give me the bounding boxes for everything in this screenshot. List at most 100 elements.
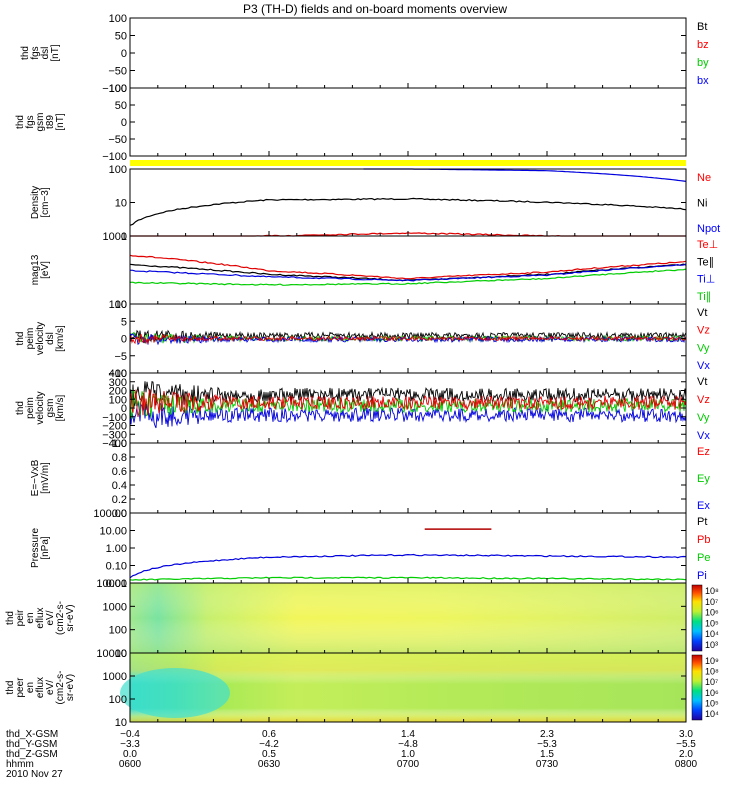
y-axis-label-line: eV/ (45, 680, 56, 695)
colorbar-label: 10⁴ (705, 629, 719, 639)
x-tick-label: 0.0 (123, 749, 137, 760)
y-axis-label-line: thd (15, 115, 26, 129)
x-tick-label: 0630 (258, 759, 281, 770)
series-temp-0 (129, 254, 687, 280)
y-tick-label: 1.0 (112, 438, 127, 450)
y-tick-label: −400 (102, 438, 127, 450)
y-axis-label-line: velocity (35, 322, 46, 355)
y-axis-label-line: peer (15, 677, 26, 698)
series-temp-2 (129, 263, 687, 282)
panel-frame-fgs_dsl (129, 17, 687, 89)
y-tick-label: 10 (115, 299, 127, 311)
y-tick-label: 10000 (96, 578, 127, 590)
y-axis-label-temperature: mag13 [eV] (30, 254, 51, 285)
y-tick-label: 10 (115, 717, 127, 729)
y-axis-label-line: sr-eV) (65, 604, 76, 631)
y-axis-label-pressure: Pressure [nPa] (30, 528, 51, 568)
y-tick-label: 0.0 (112, 508, 127, 520)
x-tick-label: 2.3 (540, 729, 554, 740)
legend-Ex: Ex (697, 500, 710, 512)
y-tick-label: −100 (102, 412, 127, 424)
y-axis-label-line: Pressure (30, 528, 41, 568)
y-axis-label-line: peim (25, 397, 36, 419)
y-tick-label: −100 (102, 83, 127, 95)
spectrogram-peer-feature (120, 668, 230, 718)
series-vz-gsm (130, 389, 687, 417)
y-tick-label: 100 (109, 394, 127, 406)
y-tick-label: −5 (114, 351, 127, 363)
x-tick-label: −5.5 (676, 739, 696, 750)
spectrogram-peir-shade (130, 583, 686, 653)
y-tick-label: −300 (102, 429, 127, 441)
legend-Vx: Vx (697, 360, 710, 372)
y-tick-label: −200 (102, 421, 127, 433)
series-vz-dsl (129, 333, 687, 345)
y-tick-label: −100 (102, 151, 127, 163)
y-axis-label-line: Density (30, 186, 41, 219)
x-row-label: thd_X-GSM (6, 729, 58, 740)
legend-Ez: Ez (697, 446, 710, 458)
y-axis-label-line: gsm (45, 399, 56, 418)
figure-title: P3 (TH-D) fields and on-board moments ov… (243, 2, 507, 16)
y-axis-label-line: thd (20, 46, 31, 60)
colorbar-label: 10⁵ (705, 698, 719, 708)
y-tick-label: 200 (109, 386, 127, 398)
y-axis-label-line: [eV] (40, 261, 51, 279)
x-tick-label: 0700 (397, 759, 420, 770)
x-tick-label: 1.4 (401, 729, 415, 740)
colorbar-label: 10⁷ (705, 677, 718, 687)
panel-frame-efield (129, 442, 687, 514)
x-tick-label: −5.3 (537, 739, 557, 750)
y-tick-label: −50 (108, 134, 127, 146)
panel-frame-pressure (129, 512, 687, 584)
y-axis-label-efield: E=−VxB [mV/m] (30, 459, 51, 496)
y-axis-label-line: [nT] (55, 113, 66, 130)
y-axis-label-line: peir (15, 609, 26, 626)
x-tick-label: 1.0 (401, 749, 415, 760)
colorbar-label: 10⁶ (705, 608, 719, 618)
y-tick-label: 1 (121, 231, 127, 243)
legend-Ni: Ni (697, 198, 707, 210)
legend-Npot: Npot (697, 223, 720, 235)
y-tick-label: 5 (121, 316, 127, 328)
y-tick-label: 50 (115, 100, 127, 112)
y-axis-label-line: en (25, 612, 36, 623)
y-axis-label-line: [nPa] (40, 536, 51, 560)
legend-Vz: Vz (697, 325, 710, 337)
series-pe (129, 576, 687, 581)
y-axis-label-line: dsl (40, 47, 51, 60)
y-tick-label: 0.8 (112, 452, 127, 464)
y-tick-label: 400 (109, 368, 127, 380)
y-axis-label-line: mag13 (30, 254, 41, 285)
x-tick-label: 1.5 (540, 749, 554, 760)
y-tick-label: 0.4 (112, 480, 127, 492)
x-tick-label: 0730 (536, 759, 559, 770)
x-tick-label: −4.2 (259, 739, 279, 750)
y-tick-label: 0.6 (112, 466, 127, 478)
series-vt-dsl (129, 329, 687, 343)
colorbar-label: 10⁹ (705, 656, 719, 666)
colorbar-label: 10³ (705, 640, 718, 650)
colorbar-label: 10⁸ (705, 586, 719, 596)
legend-Vt: Vt (697, 376, 707, 388)
y-tick-label: −50 (108, 66, 127, 78)
y-axis-label-line: [mV/m] (40, 462, 51, 494)
y-axis-label-line: (cm2-s- (55, 671, 66, 705)
legend-Te∥: Te∥ (697, 256, 714, 268)
y-axis-label-line: velocity (35, 391, 46, 424)
legend-Vx: Vx (697, 430, 710, 442)
y-axis-label-line: thd (15, 332, 26, 346)
legend-Ey: Ey (697, 473, 710, 485)
y-tick-label: 0 (121, 48, 127, 60)
x-tick-label: −4.8 (398, 739, 418, 750)
y-axis-label-line: (cm2-s- (55, 601, 66, 635)
y-tick-label: 100 (109, 164, 127, 176)
y-axis-label-vel_gsm: thd peim velocity gsm [km/s] (15, 391, 66, 424)
y-tick-label: 0 (121, 334, 127, 346)
legend-by: by (697, 57, 709, 69)
x-tick-label: 2.0 (679, 749, 693, 760)
series-temp-3 (129, 268, 687, 286)
x-row-label: hhmm (6, 759, 34, 770)
colorbar-label: 10⁷ (705, 597, 718, 607)
